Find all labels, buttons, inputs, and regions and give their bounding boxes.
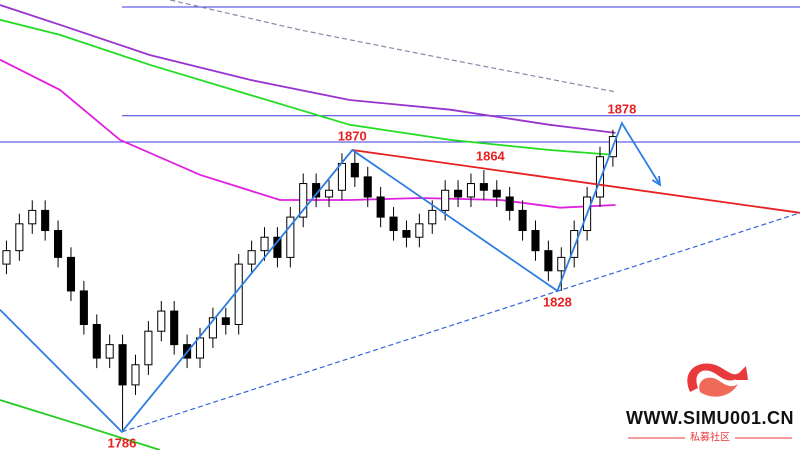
- candle-body: [260, 236, 269, 252]
- candle-body: [247, 250, 256, 265]
- watermark-logo: [687, 363, 748, 392]
- candle-body: [234, 263, 243, 325]
- candle-body: [208, 317, 217, 339]
- candle-body: [363, 176, 372, 198]
- price-annotation: 1786: [107, 435, 136, 450]
- candle-body: [544, 250, 553, 272]
- candle-body: [454, 189, 463, 198]
- watermark-site: WWW.SIMU001.CN: [626, 408, 794, 428]
- candle-body: [415, 223, 424, 238]
- candle-body: [466, 183, 476, 198]
- price-annotation: 1870: [338, 128, 367, 143]
- candle-body: [79, 290, 88, 325]
- candle-body: [170, 310, 179, 346]
- candle-body: [557, 256, 566, 272]
- price-annotation: 1864: [476, 149, 506, 164]
- trend-line: [0, 4, 616, 134]
- candle-body: [2, 250, 11, 265]
- trend-line: [0, 121, 661, 434]
- candle-body: [389, 216, 398, 232]
- candle-body: [286, 216, 295, 258]
- arrow-head: [651, 175, 662, 187]
- trend-line: [0, 18, 616, 156]
- candle-body: [15, 223, 24, 252]
- watermark-tagline: 私募社区: [690, 431, 730, 444]
- candle-body: [350, 162, 359, 178]
- candle-body: [402, 230, 411, 238]
- trend-line: [0, 399, 161, 450]
- candle-body: [428, 209, 437, 225]
- price-annotation: 1828: [543, 294, 572, 309]
- candle-body: [299, 183, 308, 218]
- candle-body: [531, 230, 540, 252]
- trend-line: [170, 0, 616, 93]
- candle-body: [518, 209, 527, 232]
- candle-body: [595, 156, 605, 198]
- candle-body: [157, 310, 166, 332]
- candle-body: [144, 330, 153, 366]
- candle-body: [505, 196, 514, 211]
- candle-body: [324, 189, 334, 198]
- candle-body: [131, 364, 140, 386]
- trend-line: [352, 149, 800, 214]
- candle-body: [195, 337, 205, 359]
- candle-body: [479, 183, 488, 191]
- trend-line: [121, 212, 800, 433]
- candle-body: [441, 189, 450, 211]
- candle-body: [105, 344, 114, 359]
- candle-body: [28, 209, 37, 225]
- price-annotation: 1878: [607, 102, 636, 117]
- watermark: WWW.SIMU001.CN 私募社区: [626, 363, 794, 444]
- candle-body: [221, 317, 230, 325]
- candle-body: [376, 196, 385, 218]
- candle-body: [66, 256, 76, 292]
- watermark-logo: [699, 377, 738, 397]
- candle-body: [92, 323, 101, 359]
- candle-body: [54, 230, 63, 258]
- candle-body: [118, 344, 127, 386]
- trend-line: [0, 58, 616, 209]
- candle-body: [492, 189, 501, 198]
- candle-body: [337, 162, 346, 191]
- candle-body: [570, 230, 579, 258]
- candle-body: [41, 209, 50, 232]
